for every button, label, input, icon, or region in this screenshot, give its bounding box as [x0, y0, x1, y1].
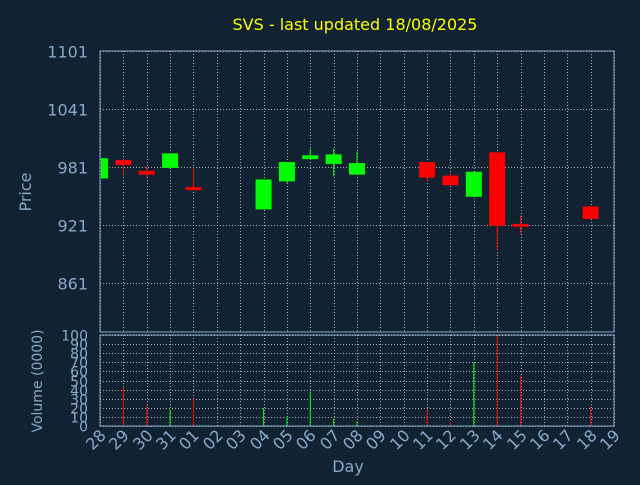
volume-marks — [122, 335, 592, 426]
candle-body — [255, 179, 272, 210]
candle-body — [162, 153, 179, 168]
candle-body — [582, 206, 599, 220]
volume-tick-label: 10 — [70, 411, 88, 427]
x-axis-label: Day — [332, 457, 364, 476]
x-ticks: 2829303101020304050607080910111213141516… — [82, 426, 624, 454]
volume-tick-label: 50 — [70, 375, 88, 391]
price-plot-border — [99, 50, 615, 333]
chart-title: SVS - last updated 18/08/2025 — [233, 15, 478, 34]
volume-tick-label: 60 — [70, 365, 88, 381]
candle-body — [278, 162, 295, 182]
volume-tick-label: 40 — [70, 384, 88, 400]
price-tick-label: 921 — [57, 217, 88, 236]
candle-body — [302, 155, 319, 160]
volume-axis-label: Volume (0000) — [30, 329, 46, 432]
candle-body — [185, 187, 202, 191]
volume-tick-label: 20 — [70, 402, 88, 418]
candle-body — [465, 171, 482, 197]
price-tick-label: 861 — [57, 275, 88, 294]
candle-body — [349, 163, 365, 175]
volume-tick-label: 100 — [61, 329, 88, 345]
price-marks — [99, 148, 599, 250]
candle-body — [442, 175, 459, 186]
volume-tick-label: 30 — [70, 393, 88, 409]
candle-body — [489, 152, 506, 226]
volume-tick-label: 90 — [70, 338, 88, 354]
candle-body — [115, 160, 132, 165]
price-tick-label: 981 — [57, 159, 88, 178]
price-tick-label: 1101 — [47, 43, 88, 62]
candle-body — [325, 154, 342, 164]
volume-tick-label: 70 — [70, 356, 88, 372]
volume-tick-label: 80 — [70, 347, 88, 363]
price-ticks: 1101 1041 981 921 861 — [47, 43, 88, 294]
candle-body — [512, 223, 529, 227]
candle-body — [419, 162, 436, 178]
price-tick-label: 1041 — [47, 101, 88, 120]
volume-plot-border — [99, 334, 615, 427]
volume-tick-label: 0 — [79, 420, 88, 436]
candle-body — [101, 158, 108, 179]
price-axis-label: Price — [16, 172, 35, 211]
candle-body — [138, 170, 155, 175]
